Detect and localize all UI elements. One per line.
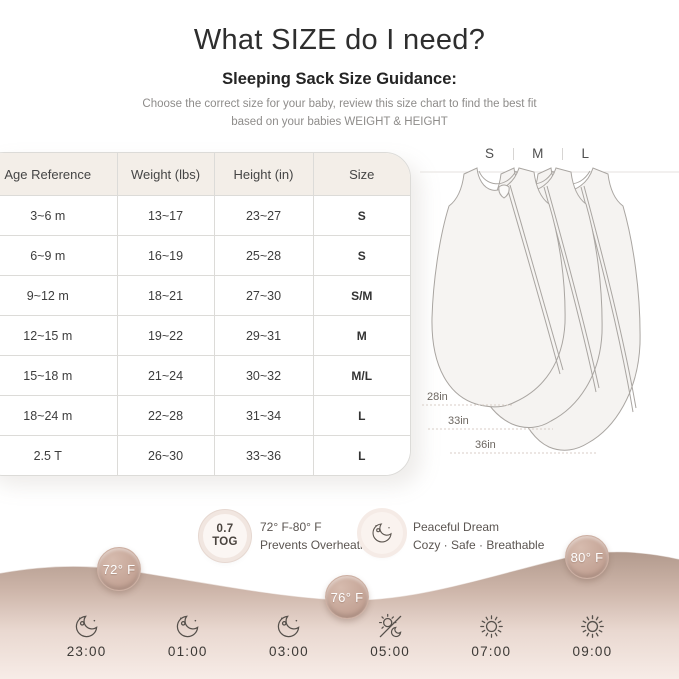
col-weight: Weight (lbs)	[117, 153, 215, 196]
timeline-time: 01:00	[167, 644, 208, 659]
cell-weight: 22~28	[117, 395, 215, 436]
tog-badge: 0.7 TOG	[203, 514, 247, 558]
zipper-pull	[498, 184, 510, 199]
cell-weight: 21~24	[117, 355, 215, 396]
cell-age: 15~18 m	[0, 355, 118, 396]
timeline-time: 03:00	[269, 644, 309, 659]
dream-description: Peaceful Dream Cozy · Safe · Breathable	[413, 518, 544, 554]
table-row: 3~6 m 13~17 23~27 S	[0, 195, 410, 236]
sack-s	[431, 167, 566, 408]
table-row: 2.5 T 26~30 33~36 L	[0, 435, 410, 475]
page-description: Choose the correct size for your baby, r…	[0, 96, 679, 132]
size-table-card: Age Reference Weight (lbs) Height (in) S…	[0, 152, 411, 476]
label-size-m: M	[532, 146, 544, 161]
cell-size: L	[313, 395, 410, 436]
moon-icon	[278, 615, 300, 638]
cell-weight: 18~21	[117, 275, 215, 316]
table-row: 15~18 m 21~24 30~32 M/L	[0, 355, 410, 396]
divider	[512, 147, 514, 160]
cell-size: S	[313, 195, 410, 236]
length-label-36in: 36in	[475, 439, 496, 451]
header: What SIZE do I need? Sleeping Sack Size …	[0, 24, 679, 132]
description-line-2: based on your babies WEIGHT & HEIGHT	[231, 115, 448, 128]
cell-age: 12~15 m	[0, 315, 118, 356]
size-table: Age Reference Weight (lbs) Height (in) S…	[0, 153, 410, 475]
cell-age: 18~24 m	[0, 395, 118, 436]
tog-range: 72° F-80° F	[260, 520, 322, 534]
timeline-item: 01:00	[137, 613, 238, 659]
timeline-time: 07:00	[471, 644, 512, 659]
col-size: Size	[313, 153, 410, 196]
timeline-item: 23:00	[36, 613, 137, 659]
tog-benefit: Prevents Overheating	[260, 538, 377, 552]
tog-value: 0.7	[216, 522, 234, 535]
cell-size: M	[313, 315, 410, 356]
night-timeline: 23:00 01:00 03:00	[36, 613, 643, 659]
timeline-item: 03:00	[238, 613, 339, 659]
cell-weight: 16~19	[117, 235, 215, 276]
dream-title: Peaceful Dream	[413, 520, 500, 534]
label-size-s: S	[485, 146, 495, 161]
table-header-row: Age Reference Weight (lbs) Height (in) S…	[0, 153, 410, 196]
page-title: What SIZE do I need?	[193, 24, 486, 56]
timeline-time: 09:00	[572, 644, 613, 659]
sun-icon	[581, 615, 604, 638]
cell-height: 31~34	[214, 395, 314, 436]
dream-benefits: Cozy · Safe · Breathable	[413, 538, 545, 552]
timeline-time: 23:00	[66, 644, 107, 659]
cell-weight: 19~22	[117, 315, 215, 356]
table-row: 18~24 m 22~28 31~34 L	[0, 395, 410, 436]
cell-height: 33~36	[214, 435, 314, 475]
table-row: 12~15 m 19~22 29~31 M	[0, 315, 410, 356]
timeline-item: 07:00	[441, 613, 542, 659]
temperature-badge-72: 72° F	[97, 547, 141, 591]
tog-description: 72° F-80° F Prevents Overheating	[260, 518, 376, 554]
cell-age: 9~12 m	[0, 275, 118, 316]
sun-icon	[479, 615, 503, 638]
cell-height: 29~31	[214, 315, 314, 356]
col-age: Age Reference	[0, 153, 118, 196]
timeline-item: 09:00	[542, 613, 643, 659]
table-row: 6~9 m 16~19 25~28 S	[0, 235, 410, 276]
cell-size: S/M	[313, 275, 410, 316]
cell-age: 3~6 m	[0, 195, 118, 236]
dream-badge	[361, 512, 403, 554]
cell-height: 27~30	[214, 275, 314, 316]
sack-size-labels: S M L	[485, 146, 589, 161]
cell-height: 23~27	[214, 195, 314, 236]
cell-size: M/L	[313, 355, 410, 396]
cell-size: L	[313, 435, 410, 475]
cell-size: S	[313, 235, 410, 276]
temperature-badge-76: 76° F	[325, 575, 369, 619]
length-label-33in: 33in	[448, 415, 469, 427]
temperature-badge-80: 80° F	[565, 535, 609, 579]
timeline-item: 05:00	[340, 613, 441, 659]
cell-weight: 13~17	[117, 195, 215, 236]
cell-weight: 26~30	[117, 435, 215, 475]
col-height: Height (in)	[214, 153, 314, 196]
length-label-28in: 28in	[427, 391, 448, 403]
page-subtitle: Sleeping Sack Size Guidance:	[222, 70, 457, 88]
cell-height: 25~28	[214, 235, 314, 276]
cell-age: 6~9 m	[0, 235, 118, 276]
tog-unit: TOG	[212, 536, 238, 548]
cell-age: 2.5 T	[0, 435, 118, 475]
divider	[561, 147, 563, 160]
table-row: 9~12 m 18~21 27~30 S/M	[0, 275, 410, 316]
moon-icon	[75, 615, 98, 638]
cell-height: 30~32	[214, 355, 314, 396]
moon-icon	[372, 523, 392, 543]
timeline-time: 05:00	[370, 644, 410, 659]
length-lines	[422, 404, 598, 454]
sleeping-sacks-illustration	[420, 167, 679, 454]
label-size-l: L	[581, 146, 589, 161]
sun-moon-icon	[378, 613, 401, 638]
description-line-1: Choose the correct size for your baby, r…	[142, 98, 537, 110]
moon-icon	[177, 615, 199, 638]
